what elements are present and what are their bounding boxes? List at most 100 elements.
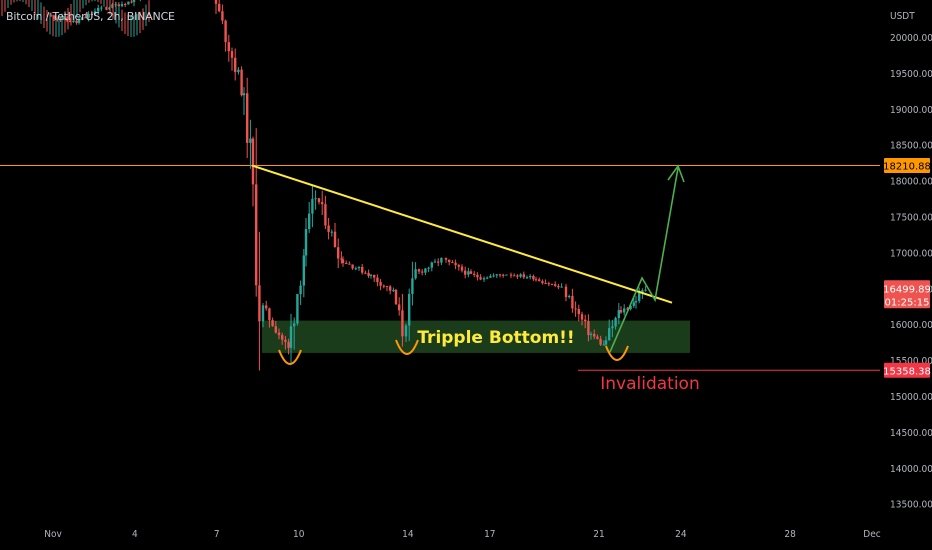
candle-body — [641, 290, 644, 293]
candle-body — [568, 296, 571, 298]
candle-body — [564, 286, 568, 298]
candle-body — [448, 259, 451, 263]
price-tag-label: 15358.38 — [883, 366, 931, 377]
candle-body — [408, 293, 411, 326]
candle-body — [348, 263, 351, 265]
candle-body — [454, 262, 457, 266]
y-tick-label: 17500.00 — [890, 213, 932, 224]
candle-body — [599, 338, 602, 345]
candle-body — [482, 278, 486, 280]
candle-body — [324, 204, 327, 226]
candle-body — [634, 301, 638, 303]
candle-body — [258, 285, 261, 322]
candle-body — [580, 314, 584, 320]
candle-body — [550, 284, 554, 286]
y-tick-label: 14000.00 — [890, 464, 932, 475]
candle-body — [464, 270, 467, 275]
candle-body — [108, 7, 111, 9]
candle-body — [132, 0, 136, 2]
candle-body — [246, 93, 249, 143]
candle-body — [251, 138, 255, 185]
candle-body — [398, 304, 401, 311]
candle-body — [554, 284, 557, 286]
candle-body — [427, 267, 430, 269]
candle-body — [314, 198, 317, 200]
candle-body — [604, 340, 608, 345]
candle-body — [433, 261, 437, 263]
candle-body — [361, 266, 364, 273]
candle-body — [72, 20, 75, 23]
candle-body — [351, 264, 354, 269]
candle-body — [632, 302, 635, 306]
candle-body — [221, 11, 224, 21]
candle-body — [111, 4, 114, 8]
candle-body — [261, 305, 265, 322]
y-tick-label: 20000.00 — [890, 33, 932, 44]
candle-body — [65, 17, 69, 21]
x-tick-label: 10 — [293, 529, 305, 540]
candle-body — [516, 275, 519, 277]
candle-body — [547, 283, 550, 285]
candle-body — [532, 275, 535, 280]
x-tick-label: Dec — [863, 529, 880, 540]
candle-body — [611, 326, 614, 329]
candle-body — [589, 333, 593, 336]
support-zone — [262, 320, 690, 353]
candle-body — [214, 0, 218, 4]
candle-body — [100, 7, 103, 9]
candle-body — [369, 274, 373, 276]
candle-body — [308, 213, 311, 230]
candle-body — [492, 275, 495, 277]
candle-body — [93, 11, 97, 15]
candle-body — [97, 7, 100, 12]
candle-body — [421, 271, 424, 273]
bottom-marker — [395, 339, 419, 355]
x-tick-label: 4 — [132, 529, 138, 540]
price-tag-resistance — [884, 157, 930, 173]
candle-body — [218, 3, 221, 12]
candle-body — [293, 323, 296, 327]
y-tick-label: 15500.00 — [890, 356, 932, 367]
symbol-title: Bitcoin / TetherUS, 2h, BINANCE — [6, 10, 175, 23]
candle-body — [389, 286, 392, 291]
candle-body — [385, 285, 389, 287]
candle-body — [354, 268, 357, 270]
candle-body — [440, 257, 443, 263]
candle-body — [376, 277, 379, 283]
candle-body — [602, 344, 605, 346]
x-tick-label: 28 — [784, 529, 796, 540]
candle-body — [417, 269, 421, 272]
candle-body — [345, 263, 348, 265]
candle-body — [130, 1, 133, 3]
candle-body — [534, 279, 538, 281]
candle-body — [302, 255, 305, 286]
candle-body — [120, 4, 124, 7]
candle-body — [495, 274, 498, 276]
candle-body — [77, 20, 81, 23]
candle-body — [614, 318, 617, 327]
candle-body — [224, 20, 227, 43]
projection-arrowhead — [667, 164, 685, 183]
y-tick-label: 19500.00 — [890, 69, 932, 80]
candle-body — [333, 231, 337, 248]
candle-body — [623, 308, 626, 313]
candle-body — [287, 341, 290, 348]
candle-body — [127, 1, 130, 5]
candle-body — [467, 271, 470, 275]
descending-trend-line — [251, 164, 673, 304]
candle-body — [473, 273, 476, 275]
candle-body — [574, 308, 577, 310]
candle-body — [311, 198, 314, 214]
candle-body — [249, 138, 252, 143]
candle-body — [281, 335, 284, 340]
y-tick-label: 15000.00 — [890, 392, 932, 403]
price-tag-label: 16499.89 — [883, 284, 931, 295]
candle-body — [502, 274, 505, 276]
candle-body — [364, 272, 367, 274]
candle-body — [404, 325, 408, 337]
pattern-label: Tripple Bottom!! — [417, 328, 574, 348]
candle-body — [394, 289, 398, 305]
candle-body — [62, 17, 65, 20]
